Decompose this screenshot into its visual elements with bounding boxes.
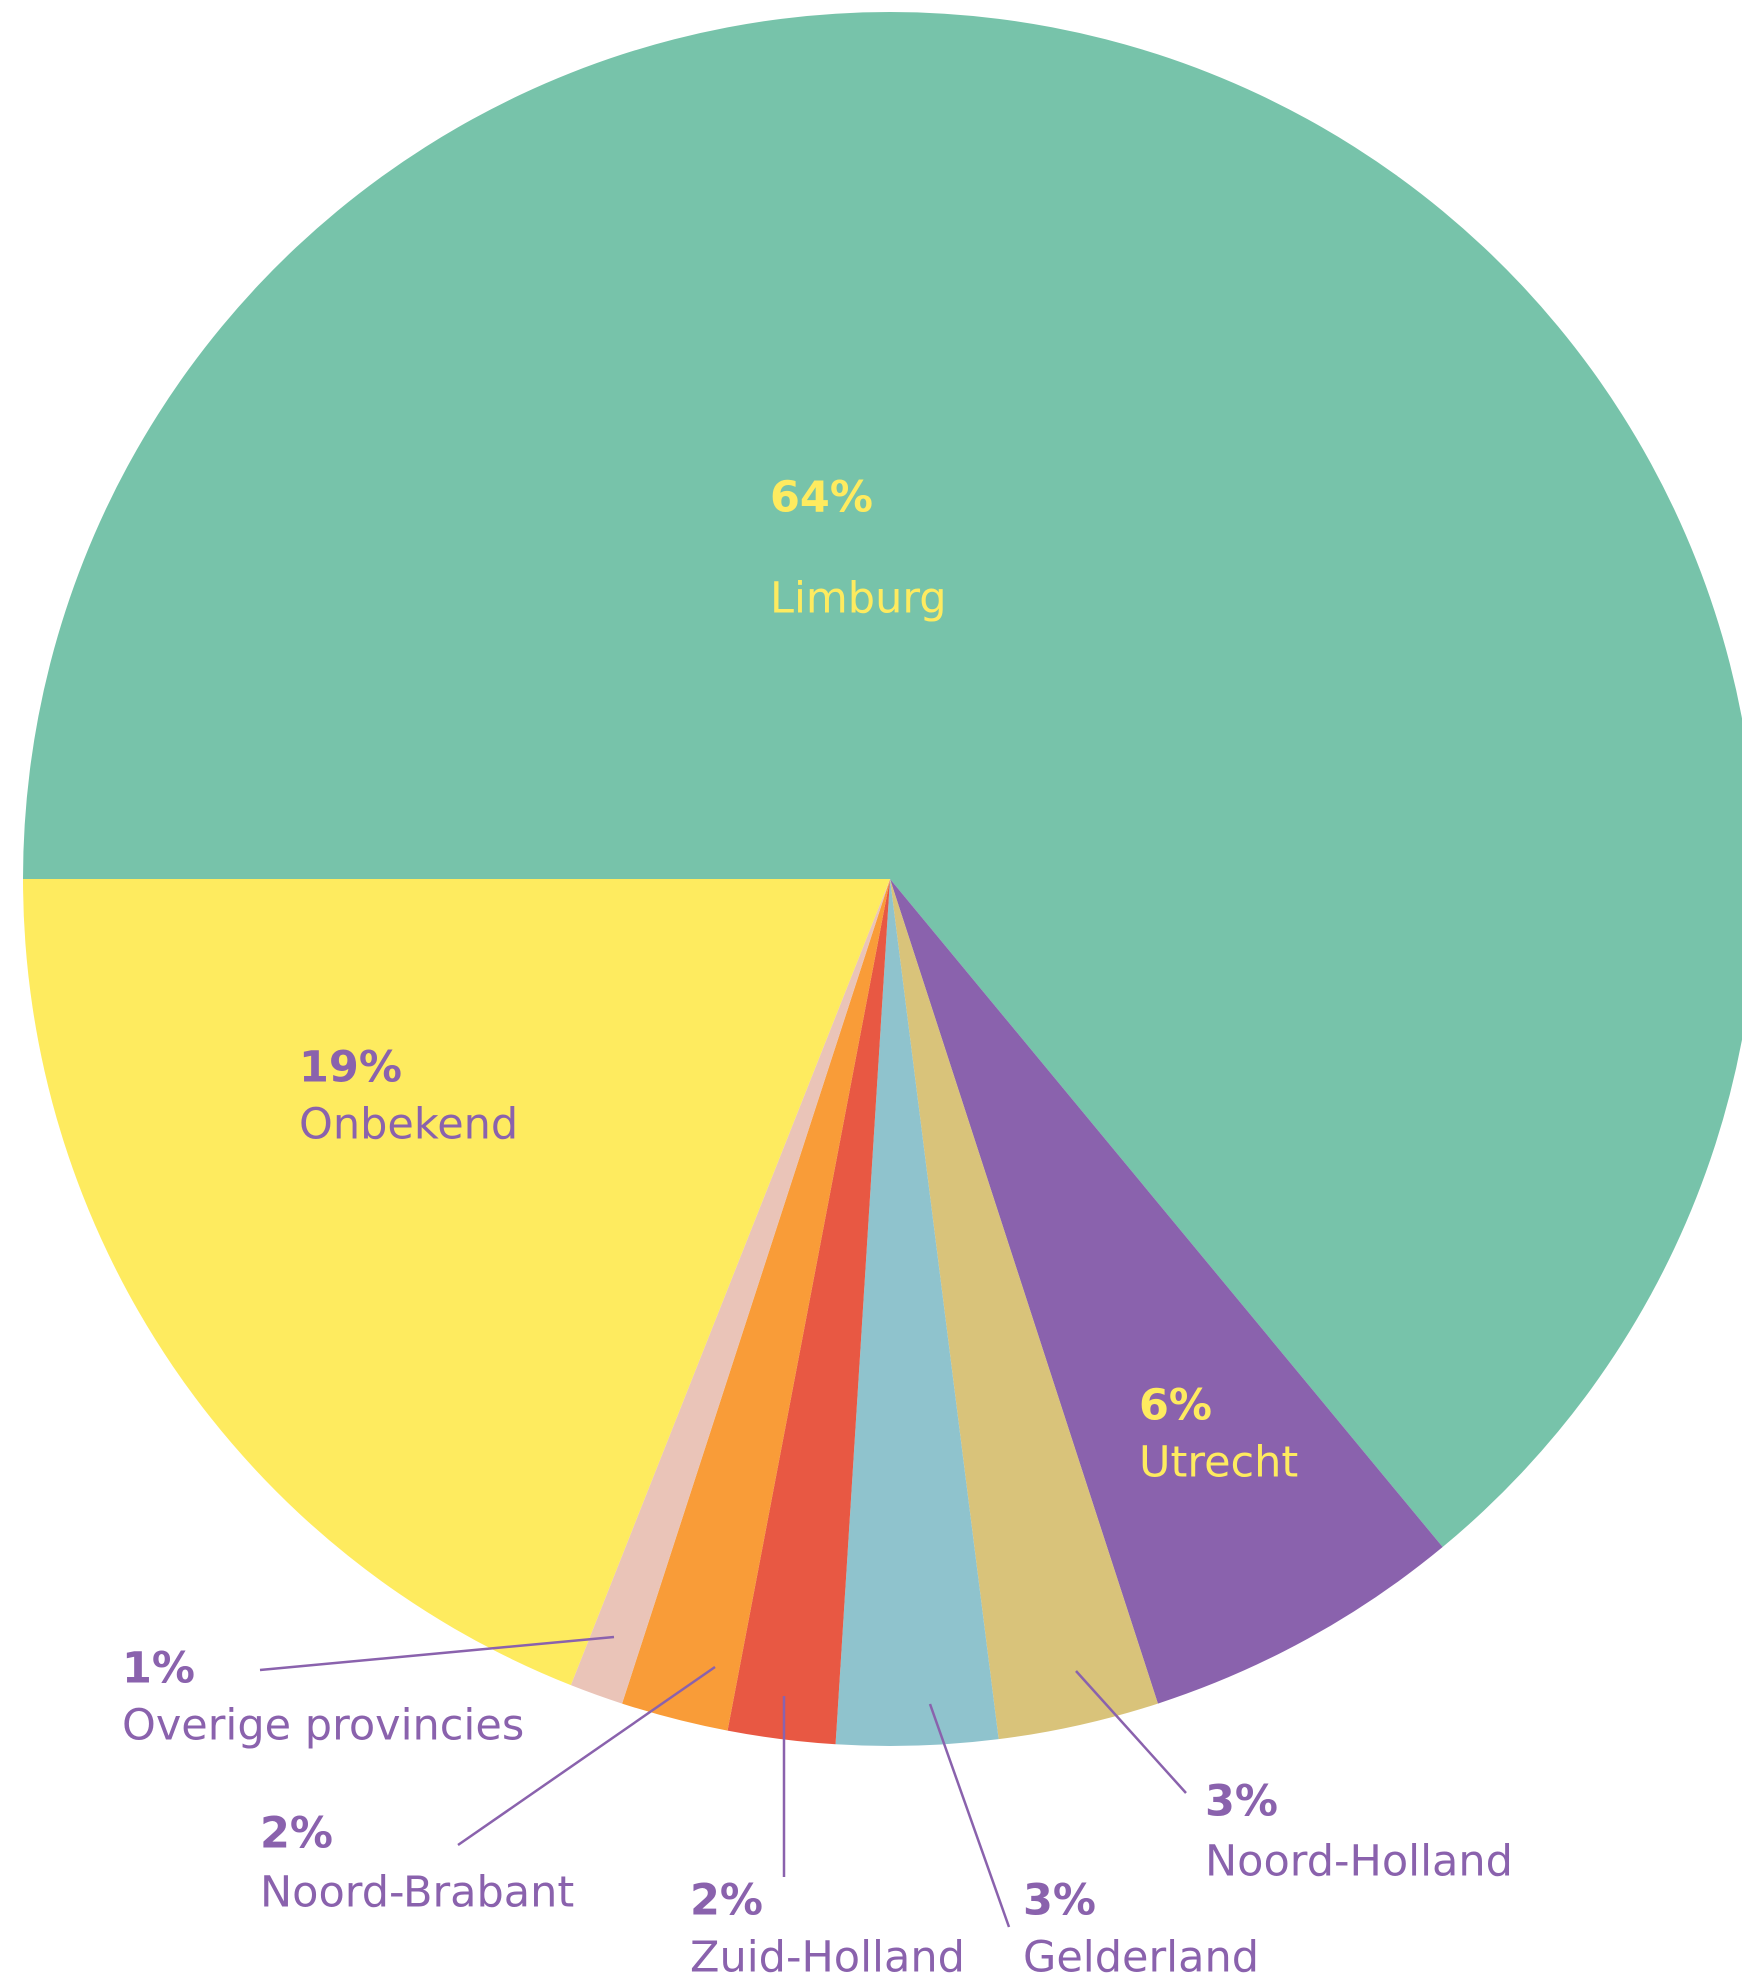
leader-line [928, 1703, 1011, 1928]
slice-label: Gelderland [1023, 1933, 1259, 1983]
slice-label: Limburg [770, 574, 947, 624]
pie-slice [23, 12, 1742, 1548]
labels: 64% Limburg 6% Utrecht 3% Noord-Holland 3% Geld… [122, 473, 1513, 1983]
pie-slice [890, 879, 1158, 1740]
value-label: 2% [690, 1876, 763, 1926]
value-label: 3% [1205, 1777, 1278, 1827]
value-label: 19% [299, 1043, 402, 1093]
leader-line [259, 1635, 615, 1672]
value-label: 6% [1139, 1381, 1212, 1431]
leader-line [1075, 1670, 1187, 1794]
leader-lines [259, 1635, 1187, 1928]
slice-label: Onbekend [299, 1100, 518, 1150]
pie [23, 12, 1742, 1746]
value-label: 64% [770, 473, 873, 523]
pie-slice [570, 879, 890, 1704]
pie-slice [727, 879, 890, 1745]
pie-slice [622, 879, 890, 1731]
slice-label: Noord-Holland [1205, 1837, 1513, 1887]
pie-slice [23, 879, 890, 1686]
value-label: 1% [122, 1644, 195, 1694]
slice-label: Overige provincies [122, 1701, 524, 1751]
leader-line [457, 1665, 716, 1847]
value-label: 3% [1023, 1876, 1096, 1926]
slice-label: Zuid-Holland [690, 1933, 965, 1983]
pie-slice [835, 879, 999, 1746]
slice-label: Utrecht [1139, 1438, 1298, 1488]
pie-slice [890, 879, 1443, 1704]
value-label: 2% [260, 1809, 333, 1859]
slice-label: Noord-Brabant [260, 1868, 574, 1918]
